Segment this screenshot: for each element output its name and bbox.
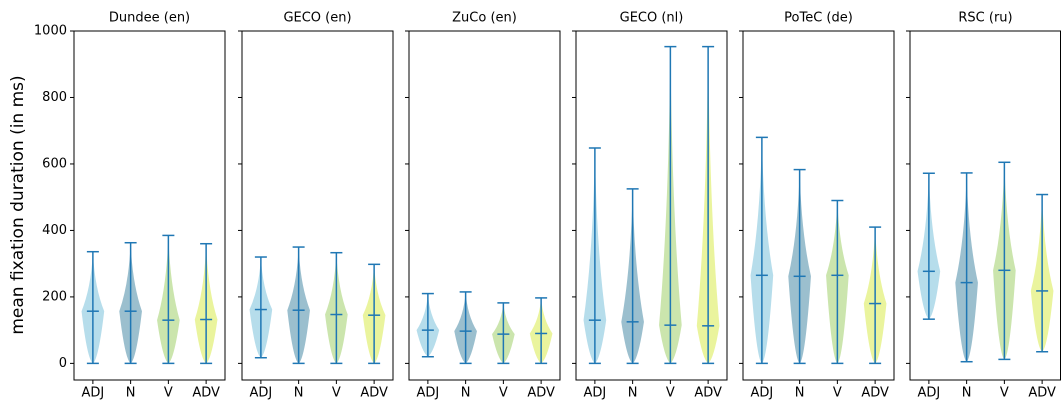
x-tick-label: ADJ (250, 386, 273, 401)
x-tick-label: ADJ (584, 386, 607, 401)
y-tick-label: 400 (42, 223, 67, 238)
x-tick-label: N (461, 386, 471, 401)
x-tick-label: ADV (527, 386, 555, 401)
x-tick-label: ADJ (918, 386, 941, 401)
x-tick-label: ADV (1028, 386, 1056, 401)
x-tick-label: V (332, 386, 341, 401)
y-tick-label: 1000 (34, 24, 67, 39)
panel-title: PoTeC (de) (784, 11, 853, 26)
panel-frame (575, 30, 728, 381)
panel-frame (408, 30, 561, 381)
panel-title: GECO (nl) (620, 11, 684, 26)
x-tick-label: N (126, 386, 136, 401)
x-tick-label: ADJ (417, 386, 440, 401)
panel-title: Dundee (en) (109, 11, 190, 26)
panel-frame (742, 30, 895, 381)
panel-frame (241, 30, 394, 381)
panel-title: RSC (ru) (958, 11, 1012, 26)
x-tick-label: V (499, 386, 508, 401)
y-tick-label: 200 (42, 289, 67, 304)
x-tick-label: N (294, 386, 304, 401)
y-tick-label: 800 (42, 90, 67, 105)
x-tick-label: ADV (192, 386, 220, 401)
x-tick-label: V (666, 386, 675, 401)
x-tick-label: N (795, 386, 805, 401)
x-tick-label: N (628, 386, 638, 401)
x-tick-label: ADV (694, 386, 722, 401)
x-tick-label: V (164, 386, 173, 401)
panel-frame (73, 30, 226, 381)
x-tick-label: N (962, 386, 972, 401)
x-tick-label: ADV (861, 386, 889, 401)
x-tick-label: ADV (360, 386, 388, 401)
y-axis-label: mean fixation duration (in ms) (8, 75, 28, 334)
panel-title: GECO (en) (283, 11, 351, 26)
panel-title: ZuCo (en) (452, 11, 517, 26)
x-tick-label: V (1000, 386, 1009, 401)
x-tick-label: V (833, 386, 842, 401)
x-tick-label: ADJ (751, 386, 774, 401)
x-tick-label: ADJ (82, 386, 105, 401)
y-tick-label: 0 (59, 356, 67, 371)
y-tick-label: 600 (42, 156, 67, 171)
